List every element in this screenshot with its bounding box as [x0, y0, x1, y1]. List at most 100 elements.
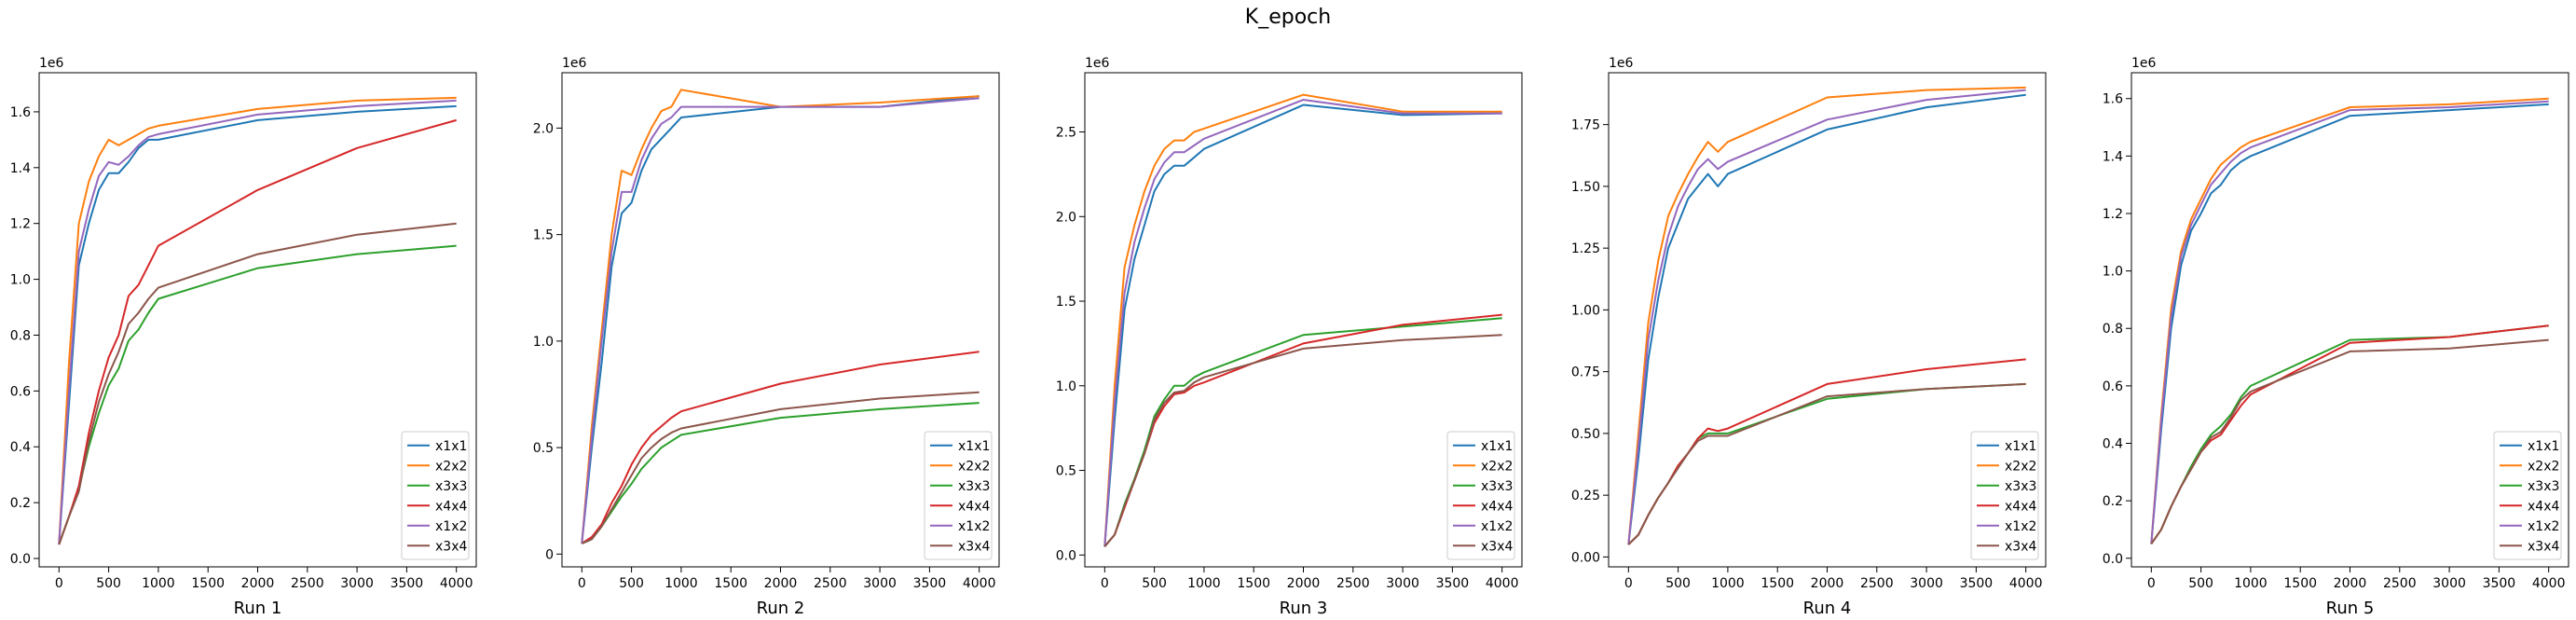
x-tick-label: 1500	[2283, 576, 2317, 591]
y-tick-label: 0.6	[10, 384, 31, 399]
series-line-x3x3	[1627, 382, 2026, 545]
legend-label-x1x2: x1x2	[1481, 519, 1513, 534]
y-tick-label: 1.0	[533, 335, 554, 350]
legend-box	[924, 431, 993, 560]
series-line-x2x2	[2150, 97, 2549, 544]
series-line-x1x2	[58, 99, 457, 545]
x-tick-label: 3000	[2432, 576, 2466, 591]
series-line-x2x2	[58, 96, 457, 545]
x-tick-label: 2000	[2334, 576, 2367, 591]
series-line-x2x2	[1103, 93, 1502, 547]
y-tick-label: 0.5	[533, 441, 554, 456]
legend-label-x1x1: x1x1	[1481, 439, 1513, 454]
y-tick-label: 1.75	[1571, 118, 1600, 133]
y-tick-label: 2.0	[1056, 210, 1076, 225]
series-line-x1x1	[2150, 103, 2549, 544]
x-tick-label: 1500	[1761, 576, 1794, 591]
y-tick-label: 0.50	[1571, 427, 1600, 442]
series-line-x4x4	[58, 118, 457, 545]
x-tick-label: 0	[2147, 576, 2156, 591]
legend: x1x1 x2x2 x3x3 x4x4 x1x2 x3x4	[1970, 431, 2039, 560]
series-line-x3x4	[58, 222, 457, 545]
series-line-x1x2	[1627, 89, 2026, 545]
x-tick-label: 1000	[142, 576, 175, 591]
series-line-x3x3	[58, 244, 457, 545]
y-tick-label: 1.50	[1571, 180, 1600, 195]
legend-label-x1x1: x1x1	[435, 439, 467, 454]
legend-label-x4x4: x4x4	[2005, 499, 2036, 514]
legend-box	[1446, 431, 1515, 560]
legend-label-x4x4: x4x4	[435, 499, 467, 514]
x-tick-label: 4000	[2532, 576, 2566, 591]
x-tick-label: 500	[619, 576, 644, 591]
legend-label-x4x4: x4x4	[2528, 499, 2559, 514]
y-tick-label: 0.75	[1571, 365, 1600, 380]
x-tick-label: 3500	[1436, 576, 1470, 591]
y-scale-label: 1e6	[2131, 56, 2157, 71]
y-tick-label: 1.00	[1571, 303, 1600, 318]
series-line-x3x4	[1627, 382, 2026, 545]
y-tick-label: 0.6	[2103, 379, 2123, 394]
y-tick-label: 0.25	[1571, 489, 1600, 503]
x-tick-label: 2500	[1860, 576, 1894, 591]
series-line-x3x3	[1103, 317, 1502, 547]
y-tick-label: 1.4	[2103, 149, 2123, 164]
x-tick-label: 0	[55, 576, 63, 591]
x-axis-label: Run 3	[1280, 599, 1328, 618]
legend: x1x1 x2x2 x3x3 x4x4 x1x2 x3x4	[401, 431, 470, 560]
chart-panel-3: 0 500 1000 1500 2000 2500 3000 3500 4000 0.0 0.5 1.…	[1056, 56, 1523, 618]
legend-box	[1970, 431, 2039, 560]
legend-label-x1x2: x1x2	[958, 519, 990, 534]
chart-panel-2: 0 500 1000 1500 2000 2500 3000 3500 4000 0 0.5 1.0 1…	[533, 56, 1000, 618]
x-tick-label: 2500	[291, 576, 324, 591]
x-tick-label: 3000	[863, 576, 897, 591]
series-line-x1x1	[1103, 103, 1502, 547]
x-tick-label: 1500	[1237, 576, 1270, 591]
y-tick-label: 1.0	[1056, 379, 1076, 394]
x-tick-label: 1000	[1711, 576, 1745, 591]
y-tick-label: 0.0	[1056, 548, 1076, 563]
legend-label-x3x4: x3x4	[2005, 539, 2036, 554]
series-line-x1x1	[581, 95, 980, 544]
y-scale-label: 1e6	[39, 56, 64, 71]
y-tick-label: 1.6	[10, 105, 31, 120]
y-tick-label: 0.4	[2103, 437, 2123, 452]
legend: x1x1 x2x2 x3x3 x4x4 x1x2 x3x4	[924, 431, 993, 560]
legend-label-x1x2: x1x2	[2005, 519, 2036, 534]
y-tick-label: 0.0	[10, 552, 31, 567]
x-tick-label: 4000	[2009, 576, 2043, 591]
legend-label-x3x4: x3x4	[1481, 539, 1513, 554]
legend-label-x1x1: x1x1	[2005, 439, 2036, 454]
x-tick-label: 500	[1142, 576, 1167, 591]
x-tick-label: 0	[578, 576, 586, 591]
x-axis-label: Run 5	[2326, 599, 2375, 618]
y-scale-label: 1e6	[562, 56, 587, 71]
y-tick-label: 0.4	[10, 440, 31, 455]
series-line-x1x1	[58, 104, 457, 545]
series-line-x1x2	[581, 97, 980, 544]
x-tick-label: 2000	[241, 576, 275, 591]
legend-label-x3x3: x3x3	[2528, 479, 2559, 494]
x-axis-label: Run 1	[234, 599, 282, 618]
x-axis-label: Run 2	[757, 599, 805, 618]
legend-label-x3x4: x3x4	[435, 539, 467, 554]
x-tick-label: 3500	[1960, 576, 1994, 591]
x-tick-label: 4000	[440, 576, 473, 591]
y-tick-label: 0.0	[2103, 552, 2123, 567]
y-tick-label: 1.2	[10, 217, 31, 232]
legend-label-x2x2: x2x2	[1481, 459, 1513, 474]
legend-label-x2x2: x2x2	[2005, 459, 2036, 474]
legend-label-x2x2: x2x2	[958, 459, 990, 474]
series-line-x3x3	[2150, 324, 2549, 544]
x-tick-label: 1000	[665, 576, 698, 591]
x-tick-label: 2500	[2383, 576, 2417, 591]
x-tick-label: 3500	[391, 576, 424, 591]
series-line-x3x4	[2150, 338, 2549, 544]
legend-label-x1x1: x1x1	[958, 439, 990, 454]
legend-label-x4x4: x4x4	[958, 499, 990, 514]
y-tick-label: 1.6	[2103, 92, 2123, 107]
legend-label-x1x2: x1x2	[435, 519, 467, 534]
legend-label-x3x3: x3x3	[2005, 479, 2036, 494]
legend-label-x4x4: x4x4	[1481, 499, 1513, 514]
